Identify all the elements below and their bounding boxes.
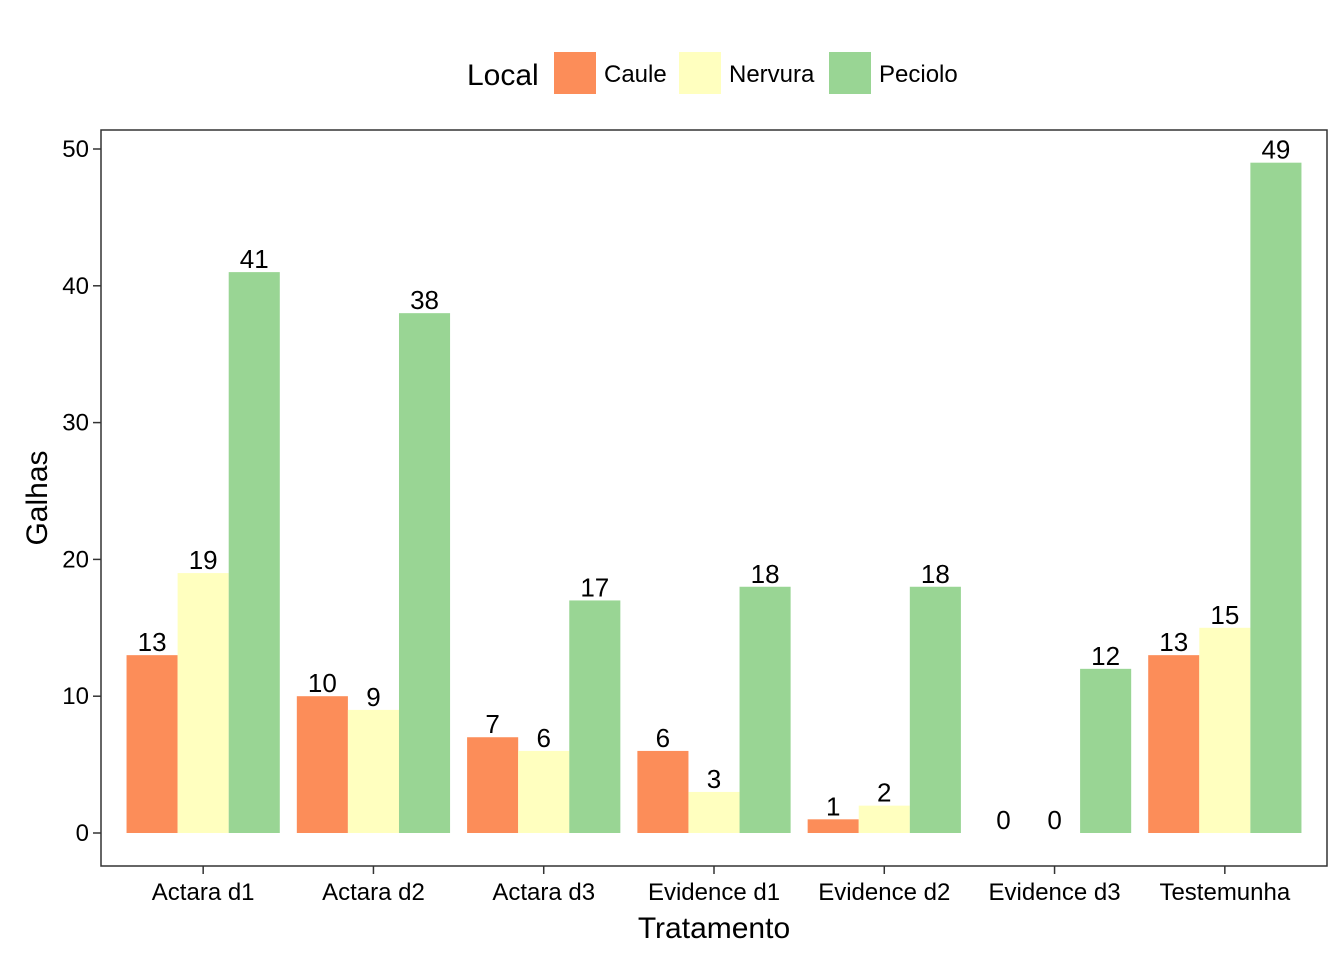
x-axis-title: Tratamento (638, 912, 790, 945)
bar (1199, 627, 1251, 833)
legend-title: Local (467, 59, 539, 92)
bar (467, 737, 519, 833)
x-tick-label: Actara d1 (152, 879, 255, 906)
data-label: 18 (921, 559, 950, 589)
bar (1080, 668, 1132, 833)
bar (296, 696, 348, 833)
data-label: 19 (189, 545, 218, 575)
y-axis-title: Galhas (21, 450, 54, 545)
data-label: 6 (536, 723, 550, 753)
x-tick-label: Actara d3 (492, 879, 595, 906)
data-label: 15 (1210, 600, 1239, 630)
data-label: 13 (138, 627, 167, 657)
legend: Local Caule Nervura Peciolo (467, 52, 958, 94)
data-label: 49 (1261, 135, 1290, 165)
x-tick-label: Evidence d3 (989, 879, 1121, 906)
data-label: 38 (410, 285, 439, 315)
data-label: 12 (1091, 641, 1120, 671)
legend-label: Peciolo (879, 61, 958, 88)
bar (1250, 162, 1302, 833)
bar (347, 709, 399, 833)
data-label: 18 (751, 559, 780, 589)
bar (398, 313, 451, 833)
data-label: 3 (707, 764, 721, 794)
data-label: 1 (826, 791, 840, 821)
x-tick-label: Actara d2 (322, 879, 425, 906)
plot-panel (100, 129, 1328, 867)
y-tick-label: 30 (62, 410, 89, 437)
legend-key (829, 52, 871, 94)
legend-label: Caule (604, 61, 667, 88)
data-label: 9 (366, 682, 380, 712)
legend-label: Nervura (729, 61, 815, 88)
bar (569, 600, 621, 833)
y-tick-label: 20 (62, 546, 89, 573)
bar (1148, 655, 1200, 833)
bar (688, 791, 740, 833)
bar (807, 819, 859, 833)
x-tick-label: Evidence d1 (648, 879, 780, 906)
data-label: 13 (1159, 627, 1188, 657)
bar (228, 272, 280, 833)
bars (126, 162, 1302, 833)
bar (739, 586, 791, 833)
bar (858, 805, 910, 833)
bar (177, 573, 229, 833)
data-label: 0 (1047, 805, 1061, 835)
x-tick-label: Evidence d2 (818, 879, 950, 906)
bar (637, 750, 689, 833)
y-tick-label: 40 (62, 273, 89, 300)
bar (909, 586, 961, 833)
y-tick-label: 10 (62, 683, 89, 710)
bar (126, 655, 178, 833)
y-axis: 0 10 20 30 40 50 (62, 136, 101, 847)
legend-key (554, 52, 596, 94)
bar (518, 750, 570, 833)
data-label: 0 (996, 805, 1010, 835)
x-axis: Actara d1 Actara d2 Actara d3 Evidence d1 Ev… (152, 866, 1291, 906)
data-label: 10 (308, 668, 337, 698)
y-tick-label: 50 (62, 136, 89, 163)
legend-key (679, 52, 721, 94)
x-tick-label: Testemunha (1159, 879, 1290, 906)
data-label: 6 (656, 723, 670, 753)
data-label: 17 (580, 572, 609, 602)
y-tick-label: 0 (76, 820, 89, 847)
data-label: 2 (877, 778, 891, 808)
data-label: 41 (240, 244, 269, 274)
data-label: 7 (485, 709, 499, 739)
